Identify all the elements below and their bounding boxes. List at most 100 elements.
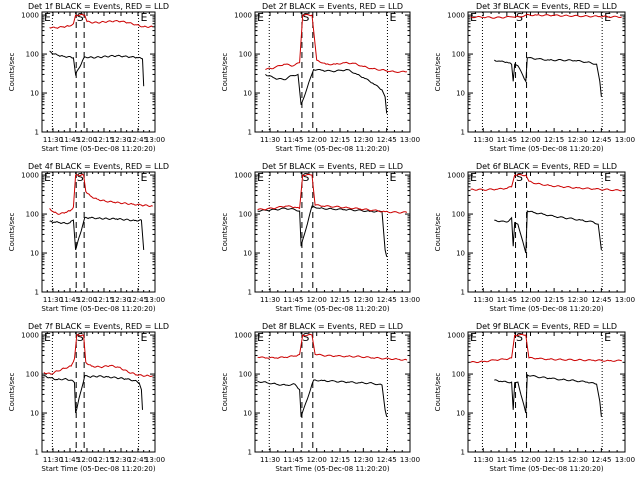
x-tick-label: 11:30 [43, 136, 63, 144]
y-tick-label: 100 [239, 371, 252, 379]
y-tick-label: 10 [30, 410, 39, 418]
y-tick-label: 100 [239, 211, 252, 219]
flag-label-end: E [141, 11, 148, 24]
panel-title: Det 3f BLACK = Events, RED = LLD [476, 2, 617, 11]
x-axis-title: Start Time (05-Dec-08 11:20:20) [275, 305, 389, 313]
panel-det-1f: Det 1f BLACK = Events, RED = LLD 11:3011:… [8, 2, 169, 153]
panel-title: Det 7f BLACK = Events, RED = LLD [28, 322, 169, 331]
flag-label-saa: S [516, 11, 523, 24]
y-tick-label: 1000 [234, 332, 252, 340]
y-tick-label: 100 [26, 371, 39, 379]
flag-label-start: E [44, 331, 51, 344]
flag-label-start: E [257, 331, 264, 344]
x-tick-label: 12:00 [520, 296, 540, 304]
flag-label-saa: S [302, 331, 309, 344]
x-tick-label: 12:45 [591, 136, 611, 144]
panel-det-4f: Det 4f BLACK = Events, RED = LLD 11:3011:… [8, 162, 169, 313]
x-tick-label: 13:00 [615, 296, 635, 304]
y-axis-title: Counts/sec [8, 373, 16, 412]
x-tick-label: 11:45 [60, 456, 80, 464]
panel-det-3f: Det 3f BLACK = Events, RED = LLD 11:30 11:… [434, 2, 635, 153]
x-tick-label: 13:00 [145, 456, 165, 464]
y-tick-label: 100 [26, 211, 39, 219]
x-tick-label: 12:00 [307, 296, 327, 304]
lld-series-line [470, 333, 622, 364]
events-series-line [43, 374, 143, 414]
panel-det-5f: Det 5f BLACK = Events, RED = LLD 11:30 11:… [221, 162, 420, 313]
x-tick-label: 13:00 [400, 456, 420, 464]
x-tick-label: 12:15 [94, 136, 114, 144]
flag-label-saa: S [77, 331, 84, 344]
events-series-line [49, 216, 145, 251]
y-tick-label: 1 [35, 129, 39, 137]
lld-series-line [257, 333, 408, 361]
events-series-line [257, 379, 388, 417]
lld-series-line [265, 14, 407, 74]
y-tick-label: 1 [461, 289, 465, 297]
y-tick-label: 100 [452, 51, 465, 59]
flag-label-start: E [44, 11, 51, 24]
y-tick-label: 10 [243, 410, 252, 418]
flag-label-end: E [604, 171, 611, 184]
y-tick-label: 1 [35, 449, 39, 457]
x-tick-label: 12:00 [520, 456, 540, 464]
x-tick-label: 11:45 [497, 456, 517, 464]
lld-series-line [49, 13, 153, 29]
flag-label-start: E [257, 11, 264, 24]
plot-frame [467, 11, 626, 133]
plot-frame [41, 331, 156, 453]
x-tick-label: 11:45 [60, 136, 80, 144]
y-tick-label: 1000 [447, 332, 465, 340]
panel-det-2f: Det 2f BLACK = Events, RED = LLD 11:30 11:… [221, 2, 420, 153]
y-tick-label: 10 [30, 90, 39, 98]
flag-label-start: E [470, 171, 477, 184]
lld-series-line [257, 173, 408, 214]
x-tick-label: 11:45 [283, 136, 303, 144]
x-tick-label: 12:45 [591, 456, 611, 464]
y-axis-title: Counts/sec [434, 53, 442, 92]
y-tick-label: 1 [461, 129, 465, 137]
plot-frame [41, 11, 156, 133]
y-tick-label: 1 [461, 449, 465, 457]
y-axis-title: Counts/sec [221, 373, 229, 412]
flag-label-saa: S [302, 11, 309, 24]
flag-label-end: E [604, 11, 611, 24]
flag-label-saa: S [302, 171, 309, 184]
x-tick-label: 12:30 [568, 296, 588, 304]
panel-title: Det 5f BLACK = Events, RED = LLD [262, 162, 403, 171]
x-tick-label: 12:15 [330, 136, 350, 144]
y-tick-label: 10 [456, 410, 465, 418]
x-tick-label: 11:30 [43, 296, 63, 304]
flag-label-saa: S [516, 171, 523, 184]
y-tick-label: 1000 [447, 12, 465, 20]
y-tick-label: 10 [456, 250, 465, 258]
events-series-line [494, 56, 602, 97]
events-series-line [265, 68, 388, 114]
lld-series-line [470, 173, 622, 192]
x-axis-title: Start Time (05-Dec-08 11:20:20) [275, 465, 389, 473]
flag-label-start: E [470, 331, 477, 344]
y-axis-title: Counts/sec [434, 213, 442, 252]
x-tick-label: 12:45 [128, 136, 148, 144]
flag-label-start: E [257, 171, 264, 184]
y-tick-label: 100 [26, 51, 39, 59]
x-tick-label: 12:30 [353, 296, 373, 304]
x-tick-label: 11:30 [473, 296, 493, 304]
panel-det-8f: Det 8f BLACK = Events, RED = LLD 11:30 11:… [221, 322, 420, 473]
x-tick-label: 13:00 [145, 136, 165, 144]
x-tick-label: 12:00 [77, 136, 97, 144]
x-tick-label: 12:45 [377, 456, 397, 464]
x-tick-label: 12:45 [128, 456, 148, 464]
x-axis-title: Start Time (05-Dec-08 11:20:20) [41, 145, 155, 153]
y-tick-label: 1000 [21, 332, 39, 340]
x-tick-label: 12:30 [111, 296, 131, 304]
y-axis-title: Counts/sec [8, 213, 16, 252]
events-series-line [494, 210, 602, 254]
x-tick-label: 12:00 [520, 136, 540, 144]
y-axis-title: Counts/sec [221, 213, 229, 252]
y-axis-title: Counts/sec [434, 373, 442, 412]
panel-title: Det 9f BLACK = Events, RED = LLD [476, 322, 617, 331]
x-axis-title: Start Time (05-Dec-08 11:20:20) [41, 465, 155, 473]
y-tick-label: 1 [248, 129, 252, 137]
